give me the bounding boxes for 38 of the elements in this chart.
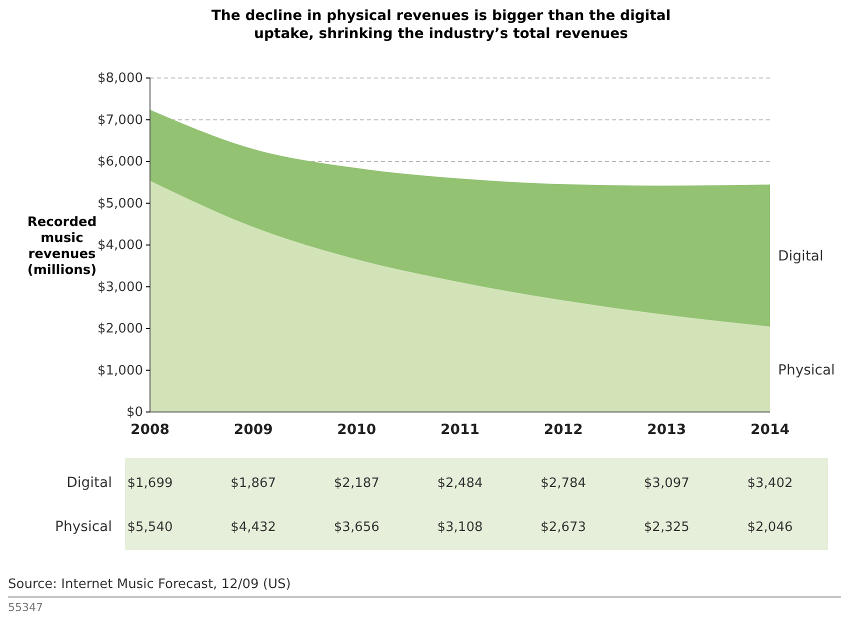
data-label: $3,097 [644,476,690,491]
y-tick-label: $2,000 [98,322,143,337]
y-axis-title: Recorded music revenues (millions) [27,215,97,278]
data-label: $4,432 [230,520,276,535]
text: 55347 [8,601,43,614]
x-tick-label: 2008 [130,422,170,438]
y-tick-label: $8,000 [98,71,143,86]
data-label: $3,108 [437,520,483,535]
x-tick-label: 2012 [544,422,583,438]
data-label: $2,673 [540,520,586,535]
x-tick-label: 2009 [234,422,273,438]
data-label: $2,325 [644,520,690,535]
data-label: $2,046 [747,520,793,535]
data-label: $2,784 [540,476,586,491]
source-note: Source: Internet Music Forecast, 12/09 (US) [8,577,291,592]
data-label: $1,699 [127,476,173,491]
y-tick-label: $0 [126,405,143,420]
y-tick-label: $1,000 [98,363,143,378]
x-tick-label: 2010 [337,422,376,438]
text: Digital [66,475,112,491]
x-tick-label: 2014 [750,422,790,438]
data-label: $2,187 [334,476,380,491]
x-tick-label: 2013 [647,422,686,438]
y-tick-label: $6,000 [98,154,143,170]
y-tick-label: $3,000 [98,280,143,295]
text: Physical [55,519,112,535]
y-tick-label: $5,000 [98,196,143,212]
data-label: $2,484 [437,476,483,491]
chart-title: The decline in physical revenues is bigger than the digital uptake, shrinking the industry’s total revenues [211,8,671,42]
series-label: Digital [778,248,824,265]
x-tick-label: 2011 [440,422,480,438]
series-label: Physical [778,362,835,378]
y-tick-label: $7,000 [98,112,143,128]
data-label: $1,867 [230,476,276,491]
data-label: $3,402 [747,476,793,491]
y-tick-label: $4,000 [98,238,143,254]
data-label: $5,540 [127,520,173,535]
data-label: $3,656 [334,520,380,535]
